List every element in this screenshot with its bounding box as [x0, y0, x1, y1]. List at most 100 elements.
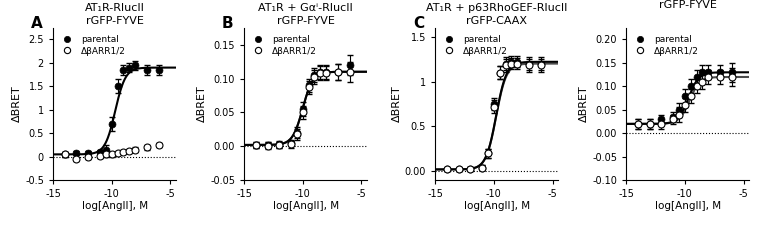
parental — [681, 94, 690, 97]
Legend: parental, ΔβARR1/2: parental, ΔβARR1/2 — [440, 32, 511, 58]
Line: parental: parental — [634, 69, 735, 127]
Legend: parental, ΔβARR1/2: parental, ΔβARR1/2 — [248, 32, 319, 58]
parental — [333, 70, 342, 73]
parental — [454, 168, 463, 171]
Line: ΔβARR1/2: ΔβARR1/2 — [444, 60, 544, 173]
parental — [484, 152, 493, 155]
ΔβARR1/2 — [101, 153, 111, 156]
X-axis label: log[AngII], M: log[AngII], M — [655, 201, 721, 211]
X-axis label: log[AngII], M: log[AngII], M — [464, 201, 530, 211]
parental — [442, 168, 451, 171]
Title: rGFP-FYVE: rGFP-FYVE — [659, 0, 717, 10]
parental — [634, 122, 643, 125]
ΔβARR1/2 — [154, 144, 164, 146]
ΔβARR1/2 — [681, 104, 690, 106]
ΔβARR1/2 — [84, 155, 93, 158]
ΔβARR1/2 — [727, 76, 737, 78]
parental — [131, 64, 140, 67]
parental — [692, 76, 701, 78]
parental — [101, 148, 111, 151]
parental — [251, 143, 260, 146]
ΔβARR1/2 — [286, 143, 295, 146]
parental — [478, 166, 487, 169]
parental — [84, 152, 93, 154]
parental — [512, 61, 522, 63]
Text: A: A — [31, 15, 42, 30]
parental — [489, 103, 498, 105]
ΔβARR1/2 — [113, 152, 122, 154]
parental — [645, 122, 654, 125]
ΔβARR1/2 — [715, 76, 724, 78]
ΔβARR1/2 — [125, 150, 134, 152]
ΔβARR1/2 — [119, 151, 128, 153]
ΔβARR1/2 — [512, 62, 522, 65]
parental — [657, 118, 666, 121]
ΔβARR1/2 — [686, 94, 695, 97]
Y-axis label: ΔBRET: ΔBRET — [579, 85, 590, 122]
Line: parental: parental — [444, 58, 544, 173]
Line: ΔβARR1/2: ΔβARR1/2 — [252, 68, 354, 149]
parental — [142, 69, 151, 71]
ΔβARR1/2 — [466, 167, 475, 170]
parental — [119, 69, 128, 71]
parental — [154, 69, 164, 71]
parental — [275, 143, 284, 146]
Line: ΔβARR1/2: ΔβARR1/2 — [634, 73, 735, 127]
ΔβARR1/2 — [107, 153, 117, 156]
Text: C: C — [413, 15, 424, 30]
ΔβARR1/2 — [674, 113, 684, 116]
ΔβARR1/2 — [657, 122, 666, 125]
ΔβARR1/2 — [507, 62, 516, 65]
parental — [61, 153, 70, 156]
parental — [495, 71, 504, 74]
X-axis label: log[AngII], M: log[AngII], M — [273, 201, 338, 211]
parental — [125, 66, 134, 69]
ΔβARR1/2 — [251, 143, 260, 146]
Line: parental: parental — [61, 62, 162, 158]
parental — [316, 70, 325, 73]
parental — [113, 85, 122, 88]
parental — [304, 84, 313, 87]
parental — [286, 142, 295, 144]
ΔβARR1/2 — [275, 143, 284, 146]
Text: B: B — [222, 15, 233, 30]
Y-axis label: ΔBRET: ΔBRET — [12, 85, 22, 122]
parental — [466, 167, 475, 170]
ΔβARR1/2 — [333, 70, 342, 73]
parental — [263, 143, 272, 146]
parental — [298, 108, 307, 110]
ΔβARR1/2 — [704, 76, 713, 78]
parental — [674, 108, 684, 111]
ΔβARR1/2 — [478, 166, 487, 169]
parental — [686, 85, 695, 88]
parental — [501, 62, 510, 65]
ΔβARR1/2 — [484, 152, 493, 155]
ΔβARR1/2 — [495, 71, 504, 74]
ΔβARR1/2 — [525, 64, 534, 67]
Y-axis label: ΔBRET: ΔBRET — [392, 85, 402, 122]
ΔβARR1/2 — [536, 64, 545, 67]
ΔβARR1/2 — [442, 168, 451, 171]
ΔβARR1/2 — [298, 111, 307, 114]
Legend: parental, ΔβARR1/2: parental, ΔβARR1/2 — [58, 32, 129, 58]
ΔβARR1/2 — [263, 144, 272, 147]
Line: ΔβARR1/2: ΔβARR1/2 — [61, 142, 162, 163]
Title: AT₁R + p63RhoGEF-RlucII
rGFP-CAAX: AT₁R + p63RhoGEF-RlucII rGFP-CAAX — [426, 3, 568, 26]
ΔβARR1/2 — [310, 76, 319, 79]
parental — [698, 71, 707, 74]
parental — [310, 74, 319, 76]
parental — [95, 151, 104, 153]
ΔβARR1/2 — [634, 122, 643, 125]
ΔβARR1/2 — [668, 118, 678, 121]
ΔβARR1/2 — [645, 122, 654, 125]
ΔβARR1/2 — [322, 72, 331, 75]
parental — [72, 152, 81, 154]
parental — [507, 61, 516, 63]
ΔβARR1/2 — [501, 64, 510, 67]
ΔβARR1/2 — [61, 153, 70, 156]
ΔβARR1/2 — [454, 168, 463, 171]
ΔβARR1/2 — [316, 72, 325, 75]
ΔβARR1/2 — [131, 148, 140, 151]
Legend: parental, ΔβARR1/2: parental, ΔβARR1/2 — [631, 32, 702, 58]
parental — [715, 71, 724, 74]
